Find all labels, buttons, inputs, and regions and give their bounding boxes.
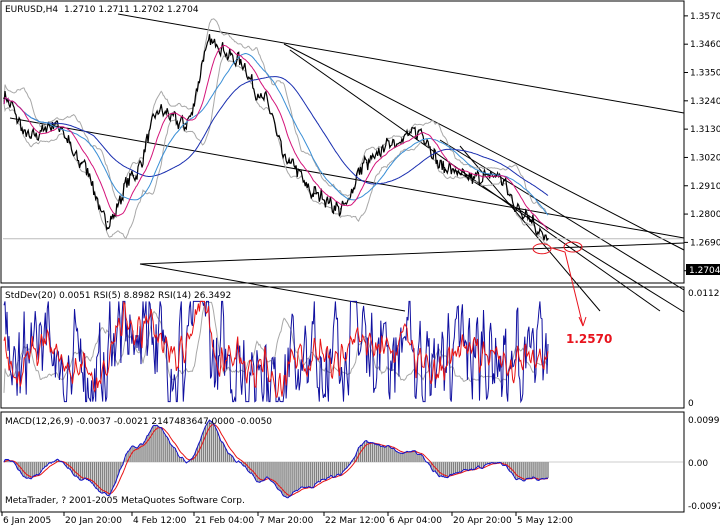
price-point-13 <box>340 208 342 210</box>
price-point-5 <box>132 174 135 177</box>
trend-line-1 <box>139 242 685 265</box>
price-point-18 <box>469 177 472 179</box>
ma-fast-line <box>3 45 549 231</box>
trend-line-7 <box>139 263 406 312</box>
time-tick-label-2: 4 Feb 12:00 <box>133 516 187 525</box>
price-point-12 <box>314 192 316 195</box>
target-price-label: 1.2570 <box>566 332 612 346</box>
macd-scale-bottom: -0.0097 <box>688 502 720 512</box>
price-series-line <box>3 34 549 242</box>
stddev-rsi-label: StdDev(20) 0.0051 RSI(5) 8.8982 RSI(14) … <box>5 291 231 301</box>
price-point-6 <box>158 110 161 112</box>
price-tick-label-4: 1.3130 <box>690 125 720 135</box>
price-point-15 <box>391 141 394 143</box>
price-tick-label-0: 1.3570 <box>690 12 720 22</box>
trend-line-4 <box>289 49 661 312</box>
rsi-slow-line <box>3 300 549 398</box>
macd-scale-top: 0.0099 <box>688 416 720 426</box>
macd-scale-zero: 0.00 <box>688 459 708 469</box>
macd-layer <box>3 419 683 499</box>
price-tick-label-3: 1.3240 <box>690 97 720 107</box>
trend-line-0 <box>117 13 685 114</box>
stddev-line <box>3 301 549 393</box>
trend-line-3 <box>283 43 685 251</box>
stddev-scale-bottom: 0 <box>688 399 694 409</box>
price-point-2 <box>55 123 57 125</box>
time-tick-label-4: 7 Mar 20:00 <box>259 516 314 525</box>
macd-signal-line <box>3 424 549 496</box>
price-point-11 <box>288 161 290 164</box>
current-price-marker <box>686 264 720 275</box>
price-point-17 <box>443 166 446 169</box>
bollinger-upper <box>3 18 549 216</box>
price-point-21 <box>547 238 549 240</box>
price-tick-label-7: 1.2800 <box>690 210 720 220</box>
current-price-label: 1.2704 <box>689 266 720 276</box>
price-tick-label-1: 1.3460 <box>690 40 720 50</box>
rsi-fast-line <box>3 300 549 404</box>
ma-slow-line <box>3 76 549 196</box>
price-panel[interactable] <box>0 0 685 284</box>
price-point-0 <box>3 97 5 99</box>
annotation-ellipse-low <box>532 243 552 255</box>
trend-line-8 <box>454 169 685 313</box>
annotation-arrow <box>550 247 584 327</box>
ohlc-label: 1.2710 1.2711 1.2702 1.2704 <box>64 5 199 15</box>
time-tick-label-6: 6 Apr 04:00 <box>389 516 442 525</box>
price-point-3 <box>80 161 83 164</box>
price-point-10 <box>262 97 264 99</box>
trend-line-5 <box>439 139 685 291</box>
stddev-scale-top: 0.0112 <box>688 289 720 299</box>
price-tick-label-6: 1.2910 <box>690 182 720 192</box>
price-tick-label-8: 1.2690 <box>690 238 720 248</box>
time-tick-label-8: 5 May 12:00 <box>517 516 573 525</box>
price-point-19 <box>495 174 498 177</box>
copyright-text: MetaTrader, ? 2001-2005 MetaQuotes Softw… <box>5 496 245 506</box>
price-point-20 <box>521 210 523 213</box>
time-tick-label-0: 6 Jan 2005 <box>3 516 51 525</box>
price-point-16 <box>417 130 420 133</box>
macd-label: MACD(12,26,9) -0.0037 -0.0021 2147483647… <box>5 417 272 427</box>
price-layer <box>3 13 685 327</box>
time-tick-label-5: 22 Mar 12:00 <box>325 516 385 525</box>
annotation-ellipse-high <box>563 241 583 253</box>
time-tick-label-7: 20 Apr 20:00 <box>453 516 512 525</box>
macd-main-line <box>3 419 549 499</box>
price-point-14 <box>365 161 368 164</box>
indicator-layer <box>3 300 549 404</box>
price-point-8 <box>210 40 212 43</box>
time-tick-label-1: 20 Jan 20:00 <box>65 516 122 525</box>
ma-mid-line <box>3 52 549 216</box>
trend-line-2 <box>9 117 685 239</box>
price-point-9 <box>236 58 238 61</box>
annotation-arrow-head <box>578 316 587 327</box>
price-tick-label-2: 1.3350 <box>690 69 720 79</box>
symbol-label: EURUSD,H4 <box>5 5 58 15</box>
time-tick-label-3: 21 Feb 04:00 <box>195 516 254 525</box>
price-tick-label-5: 1.3020 <box>690 153 720 163</box>
price-point-7 <box>184 123 187 125</box>
price-point-4 <box>106 221 109 223</box>
price-point-1 <box>29 136 31 138</box>
